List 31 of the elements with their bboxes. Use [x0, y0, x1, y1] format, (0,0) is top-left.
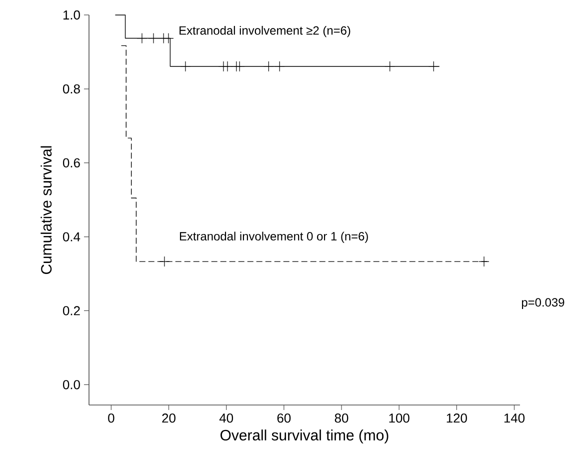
x-tick-label: 60	[277, 414, 291, 423]
point	[234, 61, 245, 72]
x-tick-label: 120	[446, 414, 467, 423]
x-tick-label: 0	[108, 414, 114, 423]
y-tick-label: 0.8	[62, 84, 80, 94]
y-tick-label: 0.2	[62, 306, 80, 316]
point	[163, 32, 174, 44]
point	[384, 61, 396, 72]
point	[159, 256, 170, 267]
y-tick-label: 1.0	[63, 10, 80, 20]
point	[428, 61, 439, 72]
y-tick-label: 0.6	[62, 158, 80, 168]
point	[263, 61, 274, 72]
text: p=0.039	[522, 298, 564, 310]
point	[478, 256, 490, 267]
x-axis-title: Overall survival time (mo)	[220, 430, 388, 444]
x-tick-label: 40	[219, 414, 234, 423]
y-tick-label: 0.4	[62, 232, 80, 242]
point	[274, 61, 285, 72]
point	[148, 32, 159, 44]
y-tick-label: 0.0	[62, 380, 80, 390]
annotation: Extranodal involvement ≥2 (n=6)	[180, 26, 350, 38]
annotation: Extranodal involvement 0 or 1 (n=6)	[180, 232, 368, 243]
y-axis-title: Cumulative survival	[40, 146, 52, 274]
x-tick-label: 20	[162, 414, 176, 423]
point	[222, 61, 233, 72]
x-tick-label: 80	[334, 414, 348, 423]
point	[136, 32, 148, 44]
point	[180, 61, 191, 72]
x-tick-label: 100	[389, 414, 410, 423]
x-tick-label: 140	[504, 414, 525, 423]
